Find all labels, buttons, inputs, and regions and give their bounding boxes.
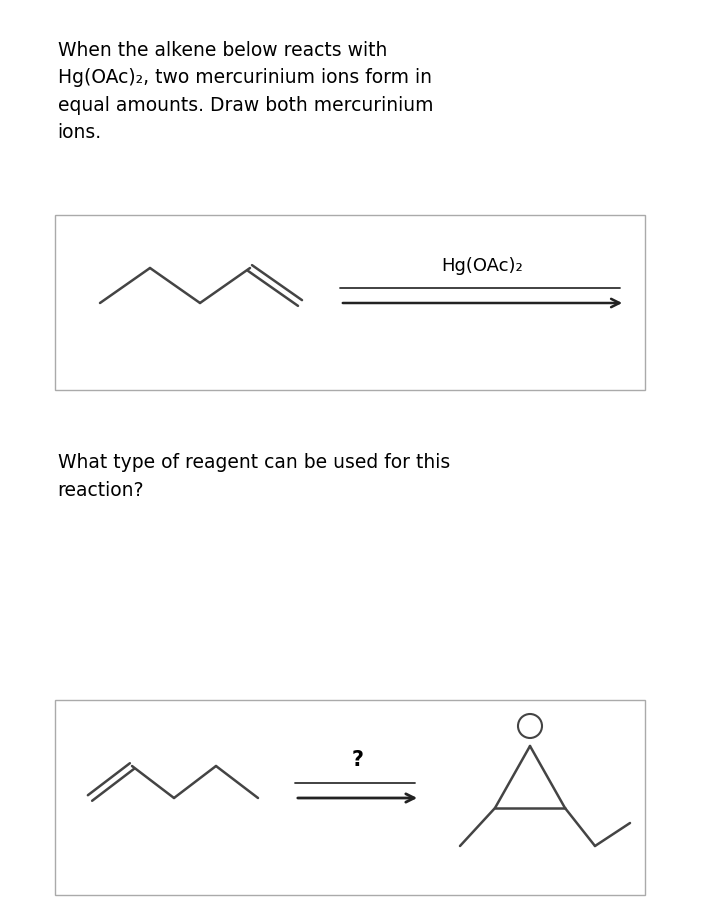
- Text: When the alkene below reacts with
Hg(OAc)₂, two mercurinium ions form in
equal a: When the alkene below reacts with Hg(OAc…: [58, 41, 433, 142]
- Circle shape: [518, 714, 542, 738]
- Text: ?: ?: [351, 750, 364, 770]
- Bar: [55, 215, 645, 390]
- Text: What type of reagent can be used for this
reaction?: What type of reagent can be used for thi…: [58, 453, 450, 499]
- Text: Hg(OAc)₂: Hg(OAc)₂: [441, 257, 523, 275]
- Bar: [55, 700, 645, 895]
